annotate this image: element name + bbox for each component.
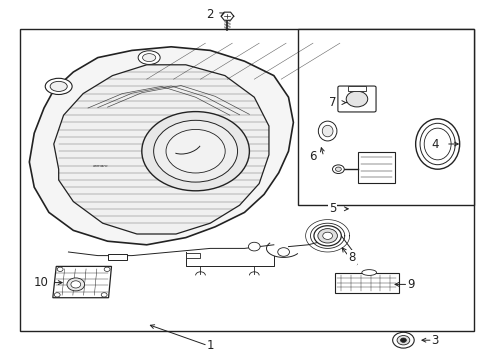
Circle shape: [142, 112, 249, 191]
Text: 4: 4: [430, 138, 438, 150]
Ellipse shape: [322, 125, 332, 137]
Circle shape: [101, 293, 107, 297]
Circle shape: [166, 130, 224, 173]
Circle shape: [322, 232, 332, 239]
Circle shape: [392, 332, 413, 348]
Circle shape: [396, 336, 409, 345]
Bar: [357, 152, 394, 183]
Polygon shape: [29, 47, 293, 245]
FancyBboxPatch shape: [337, 86, 375, 112]
Ellipse shape: [318, 121, 336, 141]
Polygon shape: [53, 266, 111, 298]
Bar: [334, 273, 398, 293]
Polygon shape: [54, 65, 268, 234]
Text: 3: 3: [430, 334, 438, 347]
Text: 10: 10: [34, 276, 49, 289]
Text: 2: 2: [206, 8, 214, 21]
Bar: [185, 253, 200, 258]
Circle shape: [317, 229, 337, 243]
Ellipse shape: [138, 51, 160, 64]
Circle shape: [71, 281, 81, 288]
Ellipse shape: [45, 78, 72, 94]
Circle shape: [104, 267, 110, 271]
Circle shape: [313, 226, 341, 246]
Text: 9: 9: [406, 278, 414, 291]
Circle shape: [332, 165, 344, 174]
Text: 5: 5: [328, 202, 336, 215]
Ellipse shape: [415, 119, 459, 169]
Ellipse shape: [361, 270, 376, 275]
Bar: [298, 29, 473, 205]
Bar: [347, 86, 365, 91]
Text: 6: 6: [308, 150, 316, 163]
Circle shape: [57, 267, 63, 271]
Polygon shape: [221, 12, 233, 20]
Ellipse shape: [142, 54, 155, 62]
Text: 1: 1: [206, 339, 214, 352]
Circle shape: [153, 120, 237, 182]
Circle shape: [67, 278, 84, 291]
Circle shape: [400, 338, 406, 342]
Polygon shape: [54, 65, 268, 234]
Text: 8: 8: [347, 251, 355, 264]
Circle shape: [335, 167, 341, 171]
Text: camaro: camaro: [93, 163, 108, 168]
Bar: [107, 254, 127, 260]
Ellipse shape: [50, 81, 67, 91]
Circle shape: [54, 293, 60, 297]
Bar: [20, 29, 473, 331]
Circle shape: [277, 248, 289, 256]
Circle shape: [248, 242, 260, 251]
Text: 7: 7: [328, 96, 336, 109]
Circle shape: [346, 91, 367, 107]
